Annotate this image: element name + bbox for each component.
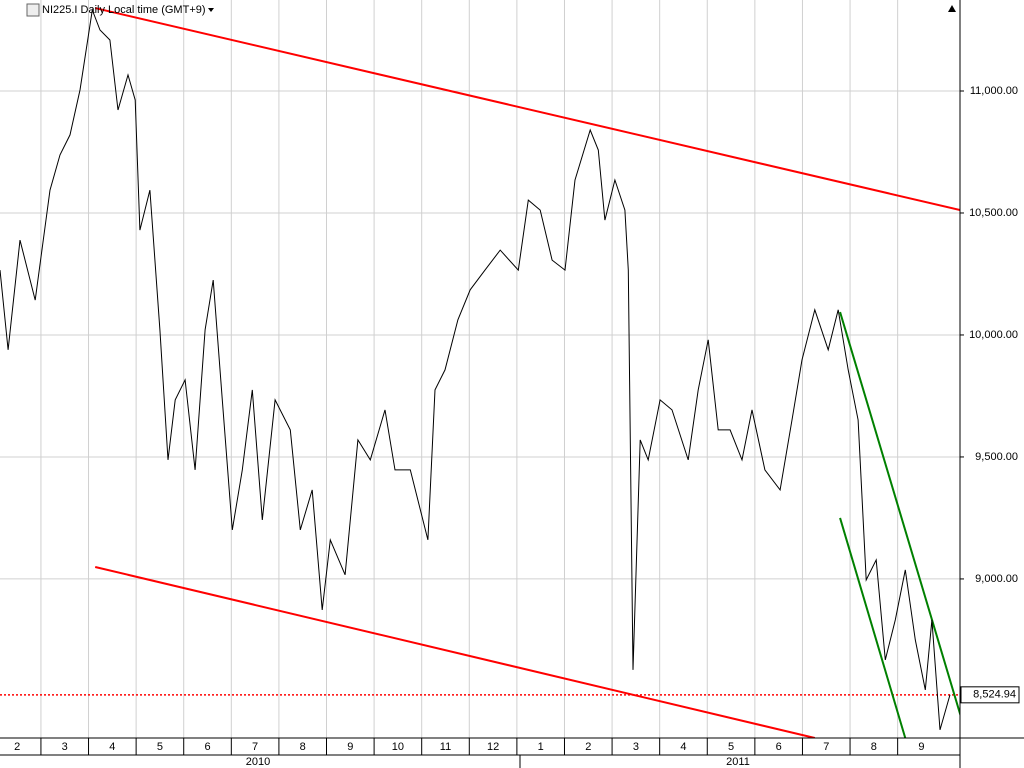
grid — [0, 0, 960, 738]
x-tick-label: 3 — [62, 741, 68, 753]
x-tick-label: 11 — [440, 741, 451, 753]
price-line — [0, 8, 951, 731]
x-tick-label: 7 — [823, 741, 829, 753]
x-tick-label: 2 — [14, 741, 20, 753]
x-tick-label: 8 — [871, 741, 877, 753]
x-tick-label: 2 — [585, 741, 591, 753]
x-tick-label: 4 — [680, 741, 686, 753]
x-tick-label: 5 — [157, 741, 163, 753]
trendline — [94, 7, 960, 212]
title-dropdown[interactable] — [208, 8, 214, 12]
y-tick-label: 10,000.00 — [969, 329, 1018, 341]
x-tick-label: 3 — [633, 741, 639, 753]
x-tick-label: 9 — [347, 741, 353, 753]
y-tick-label: 9,500.00 — [975, 451, 1018, 463]
last-price-label: 8,524.94 — [973, 689, 1016, 701]
year-label: 2011 — [726, 756, 750, 768]
last-price-box — [960, 686, 1020, 704]
x-tick-label: 7 — [252, 741, 258, 753]
x-tick-label: 4 — [109, 741, 115, 753]
y-tick-label: 9,000.00 — [975, 573, 1018, 585]
trendline — [94, 566, 816, 738]
y-axis: 9,000.00 9,500.00 10,000.00 10,500.00 11,000… — [960, 85, 1020, 704]
x-tick-label: 8 — [300, 741, 306, 753]
chart-title[interactable]: NI225.I Daily Local time (GMT+9) — [42, 4, 206, 16]
trendline — [839, 517, 907, 738]
x-tick-label: 6 — [204, 741, 210, 753]
x-tick-label: 12 — [487, 741, 499, 753]
x-tick-label: 9 — [918, 741, 924, 753]
x-tick-label: 1 — [538, 741, 544, 753]
y-tick-label: 11,000.00 — [970, 85, 1018, 97]
y-tick-label: 10,500.00 — [969, 207, 1018, 219]
x-tick-label: 10 — [392, 741, 404, 753]
x-tick-label: 6 — [776, 741, 782, 753]
year-label: 2010 — [246, 756, 270, 768]
trendline — [839, 311, 960, 718]
x-tick-label: 5 — [728, 741, 734, 753]
symbol-icon[interactable] — [26, 3, 40, 17]
scale-icon[interactable] — [948, 5, 956, 12]
plot-area — [0, 7, 960, 738]
